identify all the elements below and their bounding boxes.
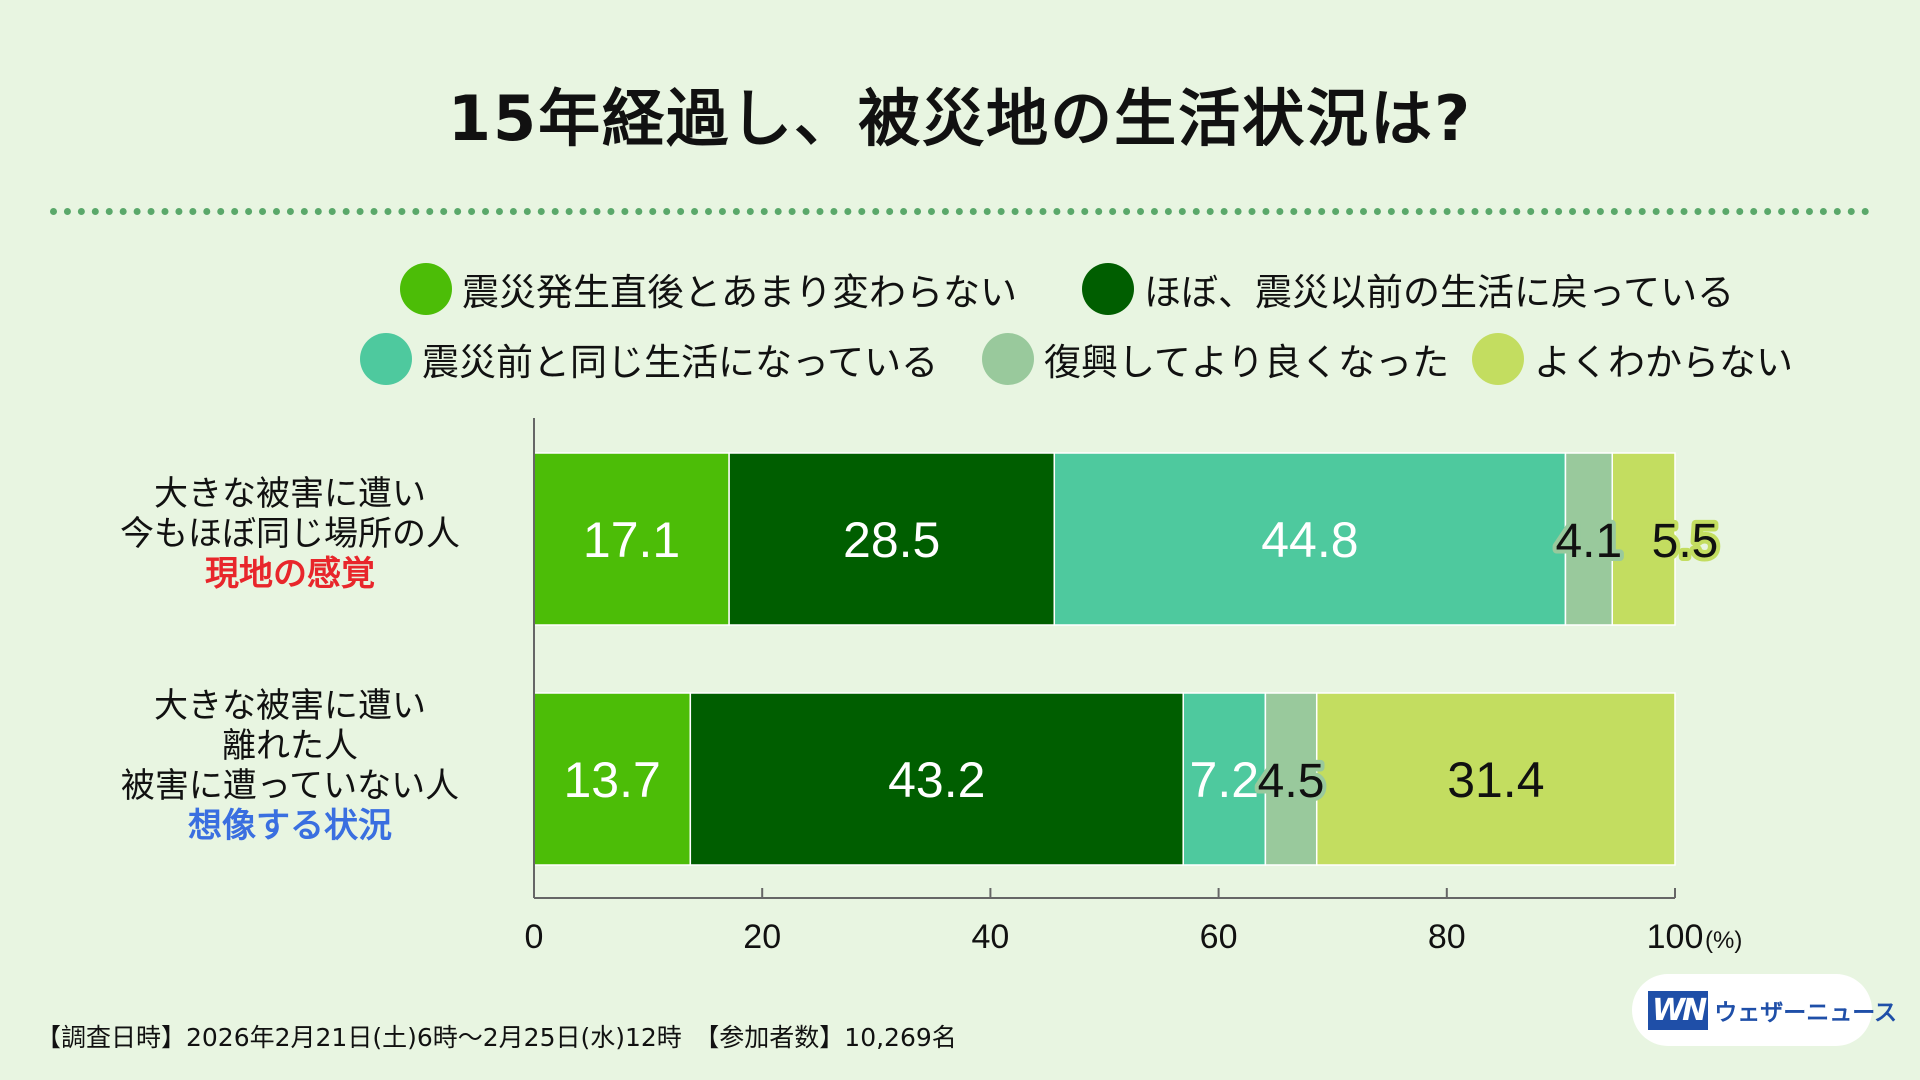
category-1-highlight: 現地の感覚	[205, 554, 375, 594]
x-tick-label-60: 60	[1200, 918, 1238, 956]
dotted-divider	[50, 208, 1870, 215]
bar-2-segment-2	[689, 692, 1184, 866]
legend-label-4: 復興してより良くなった	[1044, 341, 1450, 384]
bar-2-segment-5	[1315, 692, 1676, 866]
value-label-1-4: 4.1	[1555, 515, 1622, 568]
category-1-line-2: 今もほぼ同じ場所の人	[120, 514, 460, 554]
category-2-line-3: 被害に遭っていない人	[120, 766, 460, 806]
x-tick-label-40: 40	[971, 918, 1009, 956]
value-label-2-1: 13.7	[563, 752, 660, 808]
category-2-highlight: 想像する状況	[188, 806, 392, 846]
x-tick-label-20: 20	[743, 918, 781, 956]
category-1-line-1: 大きな被害に遭い	[154, 474, 426, 514]
value-label-1-5: 5.5	[1652, 515, 1719, 568]
x-tick-label-80: 80	[1428, 918, 1466, 956]
category-label-2: 大きな被害に遭い 離れた人 被害に遭っていない人 想像する状況	[70, 686, 510, 846]
legend-swatch-5	[1472, 333, 1524, 385]
bar-2-segment-4	[1264, 692, 1318, 866]
legend-label-3: 震災前と同じ生活になっている	[422, 341, 939, 384]
x-unit-label: (%)	[1705, 927, 1742, 954]
logo-mark: WN	[1648, 990, 1709, 1030]
logo-text: ウェザーニュース	[1714, 1000, 1898, 1026]
category-2-line-2: 離れた人	[222, 726, 358, 766]
bar-1-segment-4	[1564, 452, 1613, 626]
legend-item-1: 震災発生直後とあまり変わらない	[400, 262, 1017, 316]
bar-1-segment-5	[1611, 452, 1676, 626]
legend-label-1: 震災発生直後とあまり変わらない	[462, 271, 1017, 314]
value-label-2-2: 43.2	[888, 752, 985, 808]
value-label-1-3: 44.8	[1261, 512, 1358, 568]
legend-item-2: ほぼ、震災以前の生活に戻っている	[1082, 262, 1734, 316]
x-tick-label-0: 0	[525, 918, 544, 956]
survey-info: 【調査日時】2026年2月21日(土)6時〜2月25日(水)12時 【参加者数】…	[36, 1023, 957, 1052]
legend-swatch-3	[360, 333, 412, 385]
value-label-2-5: 31.4	[1447, 752, 1544, 808]
weathernews-logo: WN ウェザーニュース	[1632, 974, 1897, 1046]
bar-1-segment-1	[533, 452, 730, 626]
legend-label-5: よくわからない	[1534, 341, 1793, 384]
legend-label-2: ほぼ、震災以前の生活に戻っている	[1144, 271, 1735, 314]
value-label-1-2: 28.5	[843, 512, 940, 568]
legend-item-5: よくわからない	[1472, 332, 1793, 386]
bar-1-segment-2	[728, 452, 1056, 626]
category-2-line-1: 大きな被害に遭い	[154, 686, 426, 726]
value-label-2-3: 7.2	[1190, 752, 1260, 808]
bar-2-segment-3	[1182, 692, 1267, 866]
value-label-1-1: 17.1	[583, 512, 680, 568]
legend-swatch-2	[1082, 263, 1134, 315]
stacked-bar-chart: 17.1 28.5 44.8 4.1 5.5 13.7 43.2 7.24.5 31.4 0 20 4…	[525, 418, 1742, 956]
legend-item-3: 震災前と同じ生活になっている	[360, 332, 938, 386]
chart-title: 15年経過し、被災地の生活状況は?	[447, 82, 1473, 155]
bar-2-segment-1	[533, 692, 692, 866]
category-label-1: 大きな被害に遭い 今もほぼ同じ場所の人 現地の感覚	[70, 474, 510, 594]
legend-swatch-1	[400, 263, 452, 315]
legend-item-4: 復興してより良くなった	[982, 332, 1449, 386]
legend-swatch-4	[982, 333, 1034, 385]
x-tick-label-100: 100	[1647, 918, 1704, 956]
value-label-2-4: 4.5	[1258, 755, 1325, 808]
bar-1-segment-3	[1053, 452, 1567, 626]
